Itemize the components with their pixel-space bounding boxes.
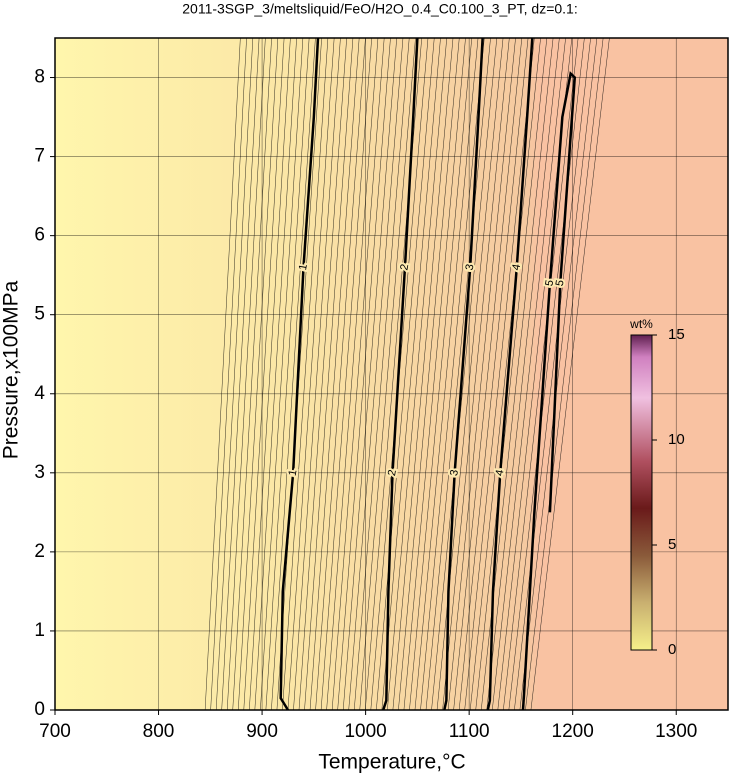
plot-background: [55, 38, 728, 710]
contour-line: [521, 71, 577, 711]
contour-line: [382, 37, 419, 711]
y-tick-label: 3: [34, 462, 45, 483]
contour-line: [486, 37, 534, 711]
x-tick-label: 1100: [449, 721, 490, 742]
x-tick-label: 900: [246, 721, 278, 742]
plot-frame: [54, 37, 729, 711]
x-tick-label: 700: [39, 721, 71, 742]
x-tick-label: 1300: [655, 721, 697, 742]
contour-line: [279, 37, 320, 711]
x-tick-label: 1000: [344, 721, 386, 742]
y-tick-label: 2: [34, 541, 45, 562]
colorbar-tick-label: 0: [668, 641, 676, 658]
chart-title: 2011-3SGP_3/meltsliquid/FeO/H2O_0.4_C0.1…: [182, 1, 577, 17]
colorbar-tick-label: 5: [668, 536, 676, 553]
y-tick-label: 7: [34, 146, 45, 167]
contour-line: [443, 37, 484, 711]
y-tick-label: 6: [34, 225, 45, 246]
colorbar: [630, 334, 653, 651]
y-tick-label: 4: [34, 383, 45, 404]
x-tick-label: 800: [143, 721, 175, 742]
x-axis-label: Temperature,°C: [318, 751, 465, 774]
y-axis-label: Pressure,x100MPa: [0, 280, 23, 459]
y-tick-label: 8: [34, 67, 45, 88]
colorbar-label: wt%: [629, 317, 653, 331]
x-tick-label: 1200: [552, 721, 594, 742]
y-tick-label: 0: [34, 699, 45, 720]
colorbar-tick-label: 15: [668, 326, 685, 343]
y-tick-label: 5: [34, 304, 45, 325]
y-tick-label: 1: [34, 620, 45, 641]
colorbar-tick-label: 10: [668, 431, 685, 448]
